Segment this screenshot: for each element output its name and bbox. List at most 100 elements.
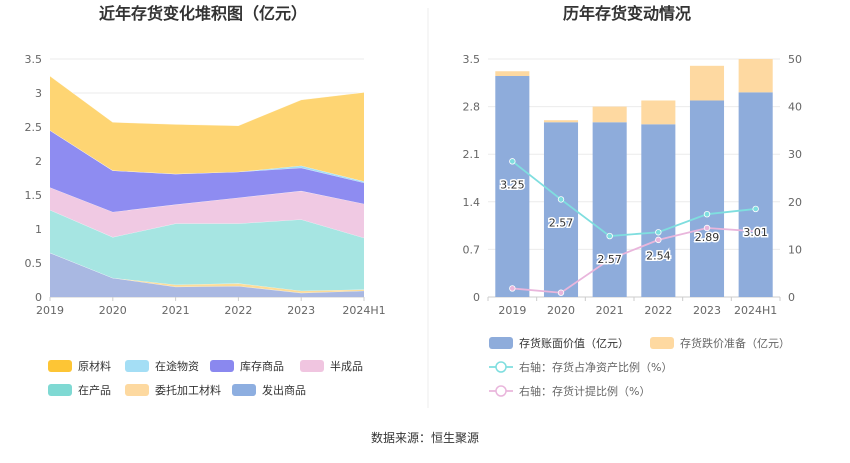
left-y-tick: 1: [35, 223, 42, 236]
left-x-tick: 2024H1: [342, 304, 385, 317]
right-right-y-tick: 0: [788, 291, 795, 304]
legend-swatch-原材料: [48, 360, 72, 372]
right-right-y-axis: 0 10 20 30 40 50: [788, 53, 802, 304]
point-provision-ratio: [703, 224, 711, 232]
area-原材料: [50, 76, 364, 182]
legend-label-原材料: 原材料: [78, 359, 111, 373]
legend-swatch-发出商品: [232, 384, 256, 396]
legend-label-impairment: 存货跌价准备（亿元）: [680, 336, 790, 350]
area-发出商品: [50, 252, 364, 297]
left-y-tick: 3: [35, 87, 42, 100]
right-right-y-tick: 40: [788, 101, 802, 114]
left-y-tick: 2: [35, 155, 42, 168]
line-provision-ratio: [512, 227, 756, 294]
point-inventory-to-net-assets: [509, 158, 516, 165]
area-edge-原材料: [49, 75, 365, 126]
point-provision-ratio: [655, 236, 662, 244]
right-x-tick: 2024H1: [734, 304, 777, 317]
area-库存商品: [50, 130, 364, 212]
bar-impairment-reserve: [641, 100, 676, 125]
bar-book-value: [495, 76, 530, 297]
data-label: 2.89: [695, 231, 720, 244]
bar-impairment-reserve: [543, 120, 579, 123]
right-right-y-tick: 20: [788, 196, 802, 209]
left-x-tick: 2020: [99, 304, 127, 317]
point-inventory-to-net-assets: [606, 232, 613, 240]
legend-label-net-assets-ratio: 右轴：存货占净资产比例（%）: [519, 360, 672, 374]
point-inventory-to-net-assets: [752, 205, 759, 213]
data-label: 2.54: [646, 249, 671, 262]
legend-label-book-value: 存货账面价值（亿元）: [519, 336, 629, 350]
legend-marker-net-assets-ratio: [495, 361, 507, 373]
bar-book-value: [738, 92, 773, 297]
data-label: 3.25: [500, 178, 525, 191]
data-label: 2.57: [597, 253, 622, 266]
right-x-tick: 2022: [644, 304, 672, 317]
bar-impairment-reserve: [738, 59, 773, 93]
right-left-y-axis: 0 0.7 1.4 2.1 2.8 3.5: [463, 53, 481, 304]
bar-impairment-reserve: [592, 106, 627, 123]
area-半成品: [50, 187, 364, 238]
left-y-tick: 3.5: [25, 53, 43, 66]
source-label: 数据来源：恒生聚源: [371, 430, 479, 445]
legend-swatch-在途物资: [125, 360, 149, 372]
right-x-tick: 2021: [596, 304, 624, 317]
bar-book-value: [641, 124, 676, 297]
data-label: 2.57: [549, 216, 574, 229]
right-gridlines: [488, 58, 780, 298]
right-left-y-tick: 3.5: [463, 53, 481, 66]
legend-marker-provision-ratio: [495, 385, 507, 397]
combo-bar-line-chart: 历年存货变动情况 3.25 2.57 2.57 2.54 2.89 3.01 0 0.7 1.…: [463, 4, 803, 398]
legend-label-半成品: 半成品: [330, 359, 363, 373]
bar-impairment-reserve: [495, 71, 530, 76]
legend-swatch-半成品: [300, 360, 324, 372]
left-areas: [49, 75, 365, 297]
right-left-y-tick: 0: [473, 291, 480, 304]
legend-label-委托加工材料: 委托加工材料: [155, 383, 221, 397]
legend-swatch-委托加工材料: [125, 384, 149, 396]
bar-book-value: [543, 122, 579, 298]
area-委托加工材料: [50, 252, 364, 293]
point-inventory-to-net-assets: [557, 196, 565, 203]
right-chart-title: 历年存货变动情况: [563, 4, 691, 23]
right-left-y-tick: 0.7: [463, 243, 481, 256]
right-right-y-tick: 50: [788, 53, 802, 66]
left-x-tick: 2021: [162, 304, 190, 317]
point-inventory-to-net-assets: [655, 229, 662, 236]
point-provision-ratio: [752, 228, 759, 235]
legend-label-在产品: 在产品: [78, 383, 111, 397]
legend-label-发出商品: 发出商品: [262, 383, 306, 397]
left-x-axis: 2019 2020 2021 2022 2023 2024H1: [36, 297, 386, 317]
right-x-tick: 2020: [547, 304, 575, 317]
legend-swatch-book-value: [489, 337, 513, 349]
stacked-area-chart: 近年存货变化堆积图（亿元） 0 0.5 1 1.5 2 2.5 3 3.5 2019 2020 2…: [25, 4, 386, 397]
left-x-tick: 2023: [287, 304, 315, 317]
legend-swatch-impairment: [650, 337, 674, 349]
right-x-tick: 2023: [693, 304, 721, 317]
bar-book-value: [689, 100, 725, 297]
left-y-tick: 2.5: [25, 121, 43, 134]
left-chart-title: 近年存货变化堆积图（亿元）: [99, 4, 307, 23]
right-left-y-tick: 2.8: [463, 101, 481, 114]
left-y-tick: 0.5: [25, 257, 43, 270]
left-y-tick: 1.5: [25, 189, 43, 202]
area-在产品: [50, 209, 364, 291]
right-left-y-tick: 1.4: [463, 196, 481, 209]
legend-swatch-在产品: [48, 384, 72, 396]
left-y-tick: 0: [35, 291, 42, 304]
right-lines: [509, 158, 759, 296]
bar-impairment-reserve: [689, 65, 725, 101]
right-right-y-tick: 30: [788, 148, 802, 161]
right-bars: [495, 59, 773, 298]
bar-book-value: [592, 122, 627, 298]
point-provision-ratio: [557, 289, 565, 296]
right-x-tick: 2019: [498, 304, 526, 317]
left-x-tick: 2019: [36, 304, 64, 317]
point-inventory-to-net-assets: [703, 210, 711, 218]
point-provision-ratio: [509, 285, 516, 292]
right-data-labels: 3.25 2.57 2.57 2.54 2.89 3.01: [499, 177, 770, 268]
legend-label-provision-ratio: 右轴：存货计提比例（%）: [519, 384, 650, 398]
legend-swatch-库存商品: [210, 360, 234, 372]
